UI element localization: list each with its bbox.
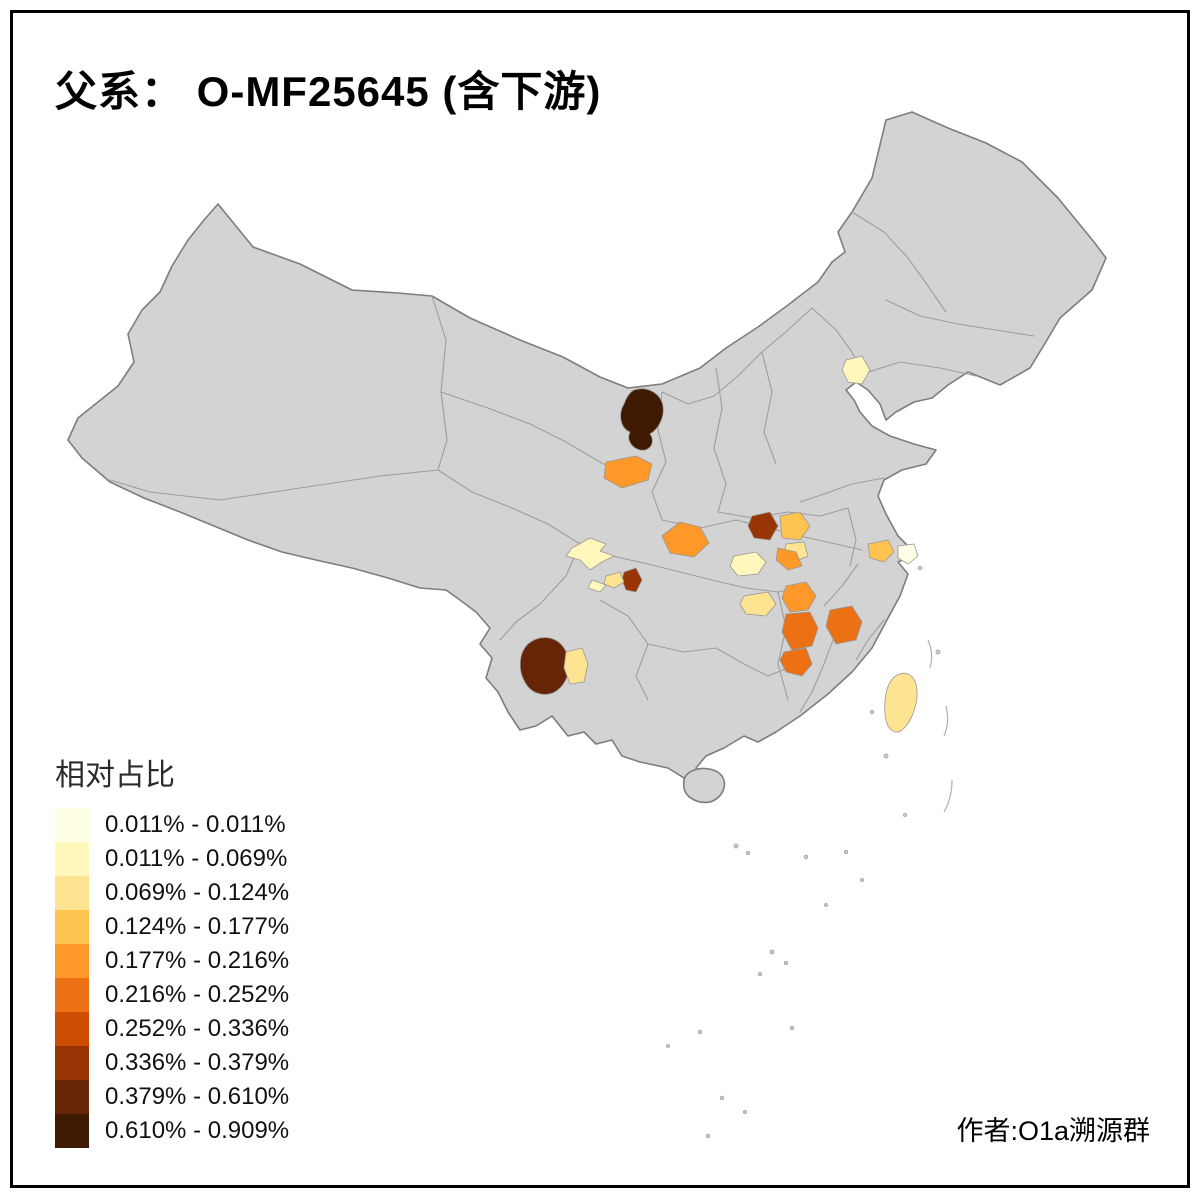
map-region-patch (781, 581, 817, 613)
map-region-patch (587, 579, 607, 593)
legend-row: 0.610% - 0.909% (55, 1114, 289, 1148)
province-borders (109, 211, 1035, 713)
legend-label: 0.124% - 0.177% (105, 913, 290, 940)
page-title: 父系： O-MF25645 (含下游) (55, 68, 602, 115)
map-region-patch (519, 637, 570, 695)
legend-label: 0.216% - 0.252% (105, 981, 290, 1008)
legend-row: 0.069% - 0.124% (55, 876, 289, 910)
legend-row: 0.124% - 0.177% (55, 910, 289, 944)
map-region-patch (603, 571, 625, 589)
legend-label: 0.011% - 0.069% (105, 845, 288, 872)
sea-islets (666, 566, 953, 1139)
boundary-dash (943, 779, 953, 813)
boundary-dash (943, 705, 949, 737)
map-region-patch (620, 388, 664, 451)
map-region-patch (563, 647, 589, 685)
legend-row: 0.379% - 0.610% (55, 1080, 289, 1114)
legend-swatch (55, 1114, 89, 1148)
legend-label: 0.069% - 0.124% (105, 879, 290, 906)
map-region-patch (825, 605, 863, 645)
legend-row: 0.011% - 0.069% (55, 842, 289, 876)
hainan-island (682, 767, 726, 804)
map-legend: 相对占比 0.011% - 0.011% 0.011% - 0.069% 0.0… (55, 750, 289, 1148)
map-region-patch (867, 539, 895, 563)
legend-swatch (55, 842, 89, 876)
legend-row: 0.177% - 0.216% (55, 944, 289, 978)
legend-swatch (55, 1080, 89, 1114)
map-region-patch (565, 537, 615, 571)
map-region-patch (739, 591, 777, 617)
legend-row: 0.336% - 0.379% (55, 1046, 289, 1080)
map-region-patch (779, 511, 811, 541)
legend-label: 0.177% - 0.216% (105, 947, 290, 974)
china-landmass (67, 111, 1107, 795)
map-region-patch (775, 547, 803, 571)
map-region-patch (841, 355, 871, 385)
author-credit: 作者:O1a溯源群 (956, 1116, 1150, 1146)
legend-label: 0.336% - 0.379% (105, 1049, 290, 1076)
legend-swatch (55, 876, 89, 910)
map-region-patch (747, 511, 779, 541)
legend-label: 0.252% - 0.336% (105, 1015, 290, 1042)
legend-swatch (55, 1046, 89, 1080)
colored-regions (519, 355, 919, 733)
legend-swatch (55, 944, 89, 978)
legend-swatch (55, 808, 89, 842)
legend-row: 0.252% - 0.336% (55, 1012, 289, 1046)
boundary-dash (927, 639, 933, 669)
legend-label: 0.011% - 0.011% (105, 811, 286, 838)
legend-row: 0.216% - 0.252% (55, 978, 289, 1012)
map-region-patch (781, 611, 819, 651)
legend-title: 相对占比 (55, 759, 175, 792)
map-region-patch (729, 551, 767, 577)
legend-swatch (55, 910, 89, 944)
map-region-patch (897, 543, 919, 565)
map-region-patch (661, 521, 710, 558)
taiwan-region (884, 672, 918, 733)
legend-swatch (55, 1012, 89, 1046)
legend-row: 0.011% - 0.011% (55, 808, 289, 842)
legend-label: 0.379% - 0.610% (105, 1083, 290, 1110)
map-region-patch (603, 455, 653, 489)
legend-label: 0.610% - 0.909% (105, 1117, 290, 1144)
map-region-patch (779, 647, 813, 677)
legend-swatch (55, 978, 89, 1012)
